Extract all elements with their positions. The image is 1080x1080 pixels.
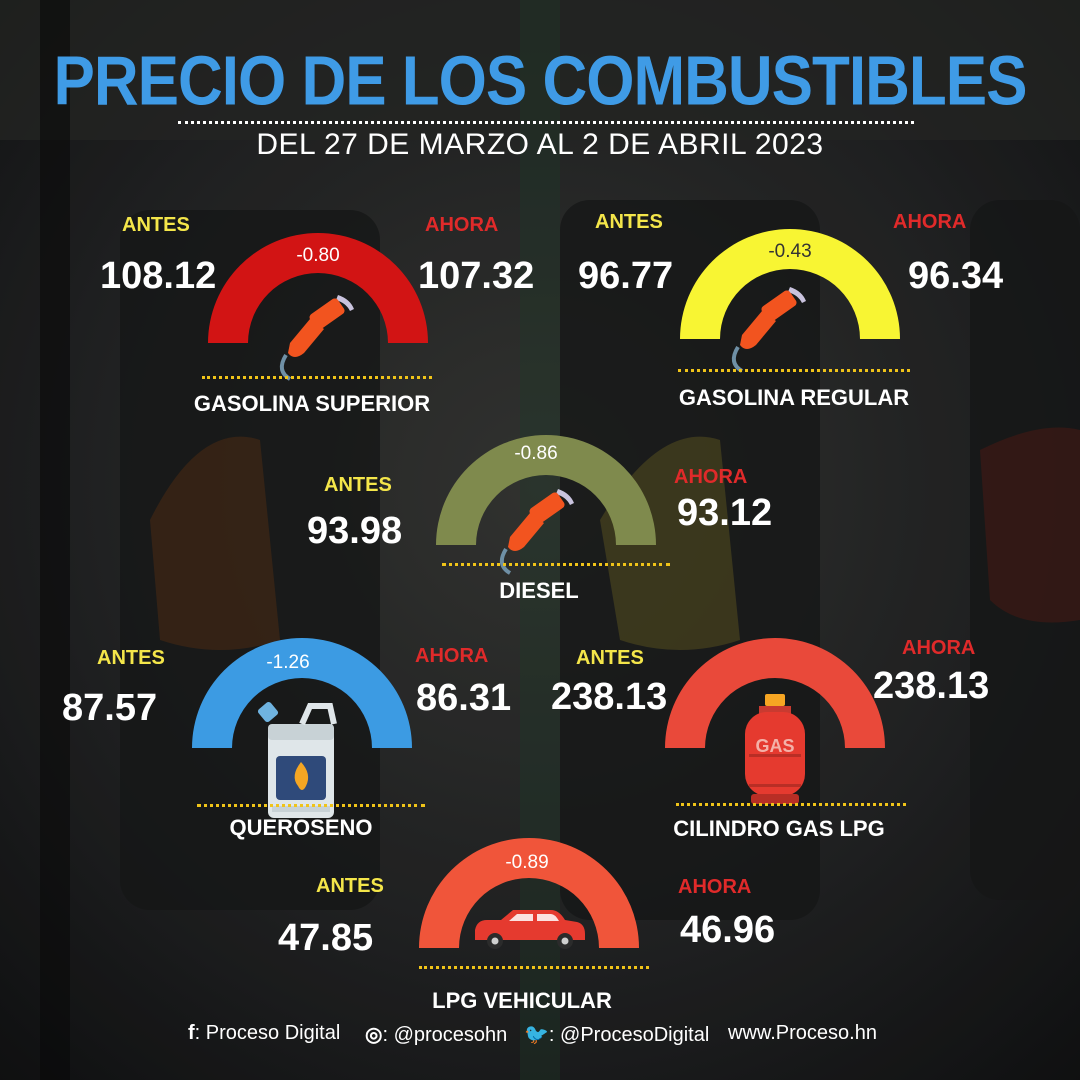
footer-website[interactable]: www.Proceso.hn: [728, 1022, 877, 1044]
fuel-nozzle-icon: [731, 287, 806, 373]
superior-delta: -0.80: [296, 245, 339, 266]
regular-ahora-label: AHORA: [893, 211, 967, 233]
footer-instagram[interactable]: ◎: @procesohn: [365, 1022, 507, 1047]
diesel-ahora-label: AHORA: [674, 466, 748, 488]
superior-gauge: -0.80: [208, 233, 428, 381]
lpg-cylinder-ahora-price: 238.13: [873, 665, 990, 707]
kerosene-jerrycan-icon: [257, 701, 337, 818]
lpg-vehicular-delta: -0.89: [505, 852, 548, 873]
instagram-icon: ◎: [365, 1024, 383, 1046]
car-icon: [475, 910, 585, 949]
queroseno-antes-label: ANTES: [97, 647, 165, 669]
lpg-vehicular-name: LPG VEHICULAR: [432, 988, 612, 1013]
lpg-cylinder-name: CILINDRO GAS LPG: [673, 816, 885, 841]
lpg-vehicular-gauge: -0.89: [419, 838, 639, 949]
superior-antes-label: ANTES: [122, 214, 190, 236]
diesel-name: DIESEL: [499, 578, 579, 603]
page-title: PRECIO DE LOS COMBUSTIBLES: [53, 42, 1028, 121]
superior-ahora-label: AHORA: [425, 214, 499, 236]
lpg-vehicular-antes-price: 47.85: [278, 917, 374, 959]
footer-twitter-text: : @ProcesoDigital: [548, 1024, 710, 1046]
title-divider: [178, 121, 914, 124]
lpg-cylinder-gauge-arc: [665, 638, 885, 748]
superior-divider: [202, 376, 432, 379]
date-range-subtitle: DEL 27 DE MARZO AL 2 DE ABRIL 2023: [256, 128, 824, 161]
diesel-divider: [442, 563, 670, 566]
gas-cylinder-icon: GAS: [745, 694, 805, 804]
superior-antes-price: 108.12: [100, 255, 217, 297]
regular-name: GASOLINA REGULAR: [678, 385, 910, 410]
footer-facebook[interactable]: f: Proceso Digital: [188, 1022, 340, 1045]
lpg-cylinder-divider: [676, 803, 906, 806]
twitter-icon: 🐦: [524, 1024, 549, 1046]
regular-antes-label: ANTES: [595, 211, 663, 233]
footer-twitter[interactable]: 🐦: @ProcesoDigital: [524, 1022, 709, 1047]
diesel-ahora-price: 93.12: [677, 492, 773, 534]
diesel-antes-label: ANTES: [324, 474, 392, 496]
lpg-cylinder-ahora-label: AHORA: [902, 637, 976, 659]
regular-divider: [678, 369, 910, 372]
lpg-vehicular-ahora-price: 46.96: [680, 909, 776, 951]
lpg-vehicular-divider: [419, 966, 649, 969]
regular-gauge-arc: [680, 229, 900, 339]
superior-name: GASOLINA SUPERIOR: [193, 391, 431, 416]
lpg-vehicular-antes-label: ANTES: [316, 875, 384, 897]
facebook-icon: f: [188, 1022, 195, 1044]
footer-instagram-text: : @procesohn: [382, 1024, 508, 1046]
diesel-antes-price: 93.98: [307, 510, 403, 552]
regular-ahora-price: 96.34: [908, 255, 1004, 297]
regular-delta: -0.43: [768, 241, 811, 262]
queroseno-ahora-label: AHORA: [415, 645, 489, 667]
diesel-gauge: -0.86: [436, 435, 656, 575]
queroseno-name: QUEROSENO: [229, 815, 373, 840]
lpg-cylinder-gauge: GAS: [665, 638, 885, 804]
fuel-nozzle-icon: [279, 295, 354, 381]
queroseno-divider: [197, 804, 425, 807]
footer-facebook-text: : Proceso Digital: [194, 1022, 341, 1044]
queroseno-gauge: -1.26: [192, 638, 412, 818]
lpg-cylinder-antes-price: 238.13: [551, 676, 668, 718]
queroseno-ahora-price: 86.31: [416, 677, 512, 719]
lpg-vehicular-ahora-label: AHORA: [678, 876, 752, 898]
fuel-nozzle-icon: [499, 489, 574, 575]
superior-ahora-price: 107.32: [418, 255, 535, 297]
lpg-vehicular-gauge-arc: [419, 838, 639, 948]
queroseno-antes-price: 87.57: [62, 687, 158, 729]
superior-gauge-arc: [208, 233, 428, 343]
regular-gauge: -0.43: [680, 229, 900, 373]
regular-antes-price: 96.77: [578, 255, 674, 297]
diesel-delta: -0.86: [514, 443, 557, 464]
queroseno-gauge-arc: [192, 638, 412, 748]
queroseno-delta: -1.26: [266, 652, 309, 673]
gas-cylinder-label: GAS: [755, 736, 794, 756]
lpg-cylinder-antes-label: ANTES: [576, 647, 644, 669]
diesel-gauge-arc: [436, 435, 656, 545]
